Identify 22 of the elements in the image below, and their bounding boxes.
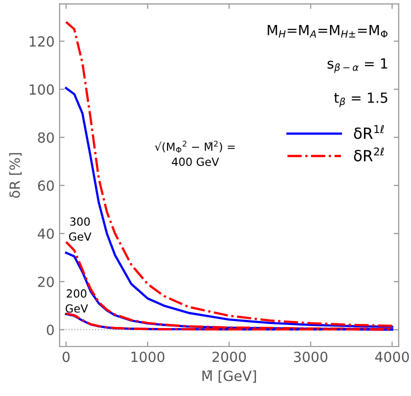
x-tick-label: 1000 (131, 352, 164, 362)
legend-label: δR$^{2ℓ}$ (354, 147, 384, 162)
annotation: √(M$_{Φ}$$^{2}$ − M̃$^{2}$) = 400 GeV (154, 140, 235, 166)
annotation: s$_{β−α}$ = 1 (328, 58, 388, 73)
y-tick-label: 100 (30, 84, 54, 95)
annotation: 200 GeV (66, 289, 88, 313)
y-tick-label: 20 (38, 276, 54, 288)
x-axis-title: M̃ [GeV] (202, 370, 256, 383)
x-tick-label: 2000 (212, 352, 246, 362)
y-tick-label: 40 (38, 228, 54, 239)
y-tick-label: 60 (38, 180, 54, 191)
y-tick-label: 80 (38, 132, 54, 143)
x-tick-label: 0 (62, 352, 70, 362)
legend-label: δR$^{1ℓ}$ (354, 125, 384, 140)
x-tick-label: 3000 (294, 352, 328, 362)
x-tick-label: 4000 (375, 352, 409, 362)
y-axis-title: δR [%] (9, 153, 22, 198)
annotation: 300 GeV (69, 217, 92, 241)
annotation: t$_{β}$ = 1.5 (334, 92, 388, 108)
y-tick-label: 0 (46, 324, 54, 336)
annotation: M$_{H}$=M$_{A}$=M$_{H±}$=M$_{Φ}$ (268, 25, 388, 38)
y-tick-label: 120 (30, 36, 54, 47)
